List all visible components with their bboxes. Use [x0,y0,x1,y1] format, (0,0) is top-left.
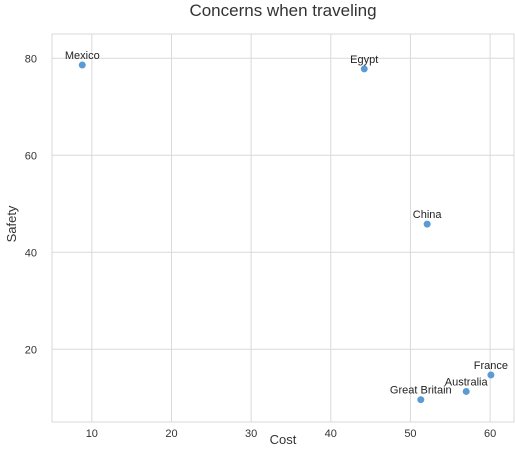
x-tick-label: 20 [165,428,177,440]
y-tick-label: 20 [25,344,37,356]
gridlines [51,33,515,423]
x-tick-label: 50 [404,428,416,440]
x-axis-ticks: 10 20 30 40 50 60 [86,428,497,440]
x-tick-label: 40 [325,428,337,440]
data-label: Mexico [65,50,100,62]
data-point[interactable] [423,220,431,228]
y-axis-title: Safety [4,205,19,242]
chart-title: Concerns when traveling [189,1,376,20]
y-axis-ticks: 20 40 60 80 [25,53,37,356]
plot-border [51,33,515,423]
data-point[interactable] [360,65,368,73]
data-label: Great Britain [390,385,452,397]
data-label: Australia [445,376,489,388]
x-tick-label: 10 [86,428,98,440]
data-points [78,61,495,404]
x-axis-title: Cost [270,432,297,447]
data-label: China [413,209,443,221]
data-point[interactable] [78,61,86,69]
data-point[interactable] [462,387,470,395]
x-tick-label: 60 [484,428,496,440]
y-tick-label: 80 [25,53,37,65]
data-label: Egypt [350,54,378,66]
y-tick-label: 60 [25,150,37,162]
data-point[interactable] [487,371,495,379]
data-point[interactable] [417,396,425,404]
x-tick-label: 30 [245,428,257,440]
y-tick-label: 40 [25,247,37,259]
data-label: France [474,360,508,372]
